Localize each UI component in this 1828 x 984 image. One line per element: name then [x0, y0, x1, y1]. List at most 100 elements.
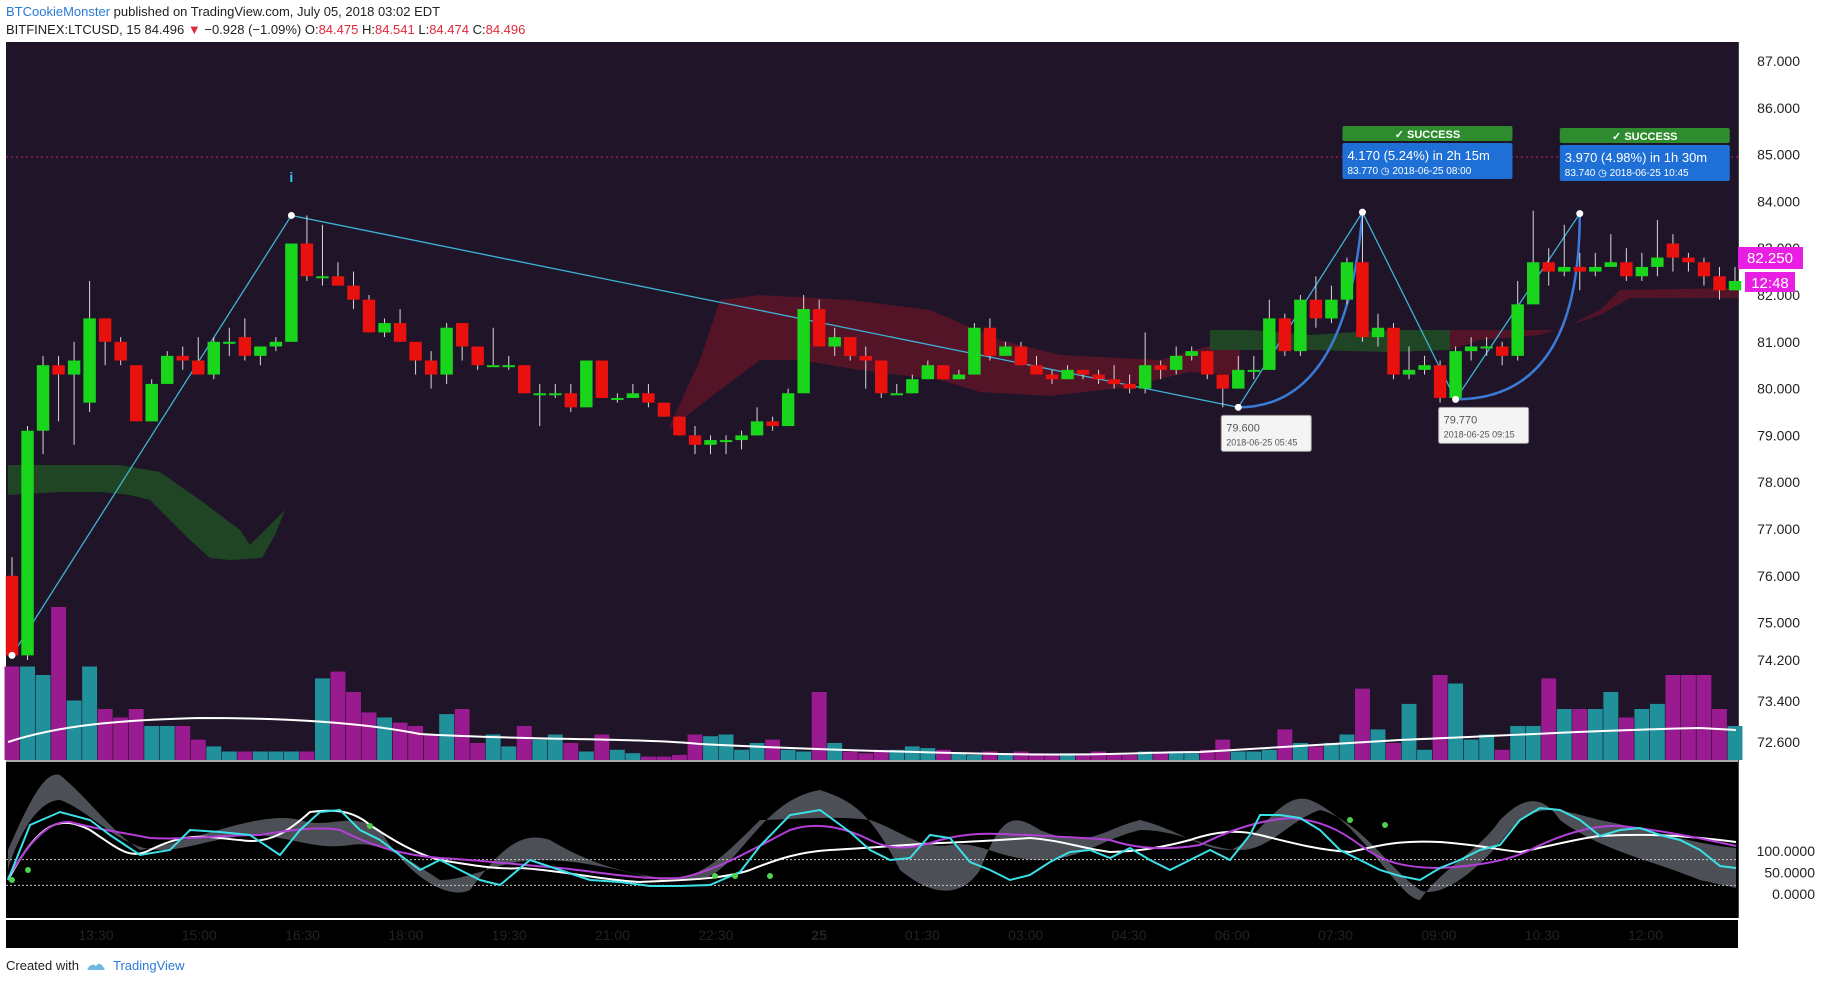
low-label: L: — [418, 22, 430, 37]
pivot-point-marker — [1234, 403, 1242, 411]
volume-bar — [1417, 749, 1433, 760]
candle-body — [1014, 346, 1028, 366]
candle-body — [176, 355, 189, 361]
volume-bar — [765, 739, 781, 760]
volume-bar — [82, 666, 98, 760]
candle-body — [52, 365, 65, 375]
time-axis-tick: 10:30 — [1525, 927, 1560, 943]
author-link[interactable]: BTCookieMonster — [6, 4, 111, 19]
volume-bar — [51, 607, 67, 760]
volume-bar — [687, 734, 703, 760]
measure-target-text-2: 83.740 ◷ 2018-06-25 10:45 — [1565, 168, 1689, 179]
time-axis-tick: 21:00 — [595, 927, 630, 943]
candle-body — [1123, 383, 1136, 389]
tradingview-link[interactable]: TradingView — [112, 958, 185, 973]
candle-body — [1651, 257, 1664, 267]
price-axis-tick: 84.000 — [1757, 193, 1800, 209]
candle-body — [657, 402, 671, 417]
candle-body — [1542, 262, 1555, 272]
candle-body — [362, 299, 376, 333]
volume-bar — [1712, 709, 1727, 760]
oscillator-axis-tick: 0.0000 — [1772, 886, 1815, 902]
volume-bar — [811, 692, 827, 760]
volume-bar — [935, 749, 951, 760]
volume-bar — [563, 743, 579, 760]
volume-bar — [128, 709, 144, 760]
candle-body — [611, 397, 624, 400]
candle-body — [704, 440, 717, 445]
volume-bar — [703, 736, 718, 760]
candle-body — [968, 327, 981, 375]
price-axis-tick: 74.200 — [1757, 652, 1800, 668]
candle-body — [455, 323, 469, 347]
price-axis-tick: 76.000 — [1757, 568, 1800, 584]
candle-body — [1526, 262, 1540, 305]
high-value: 84.541 — [374, 22, 415, 37]
pivot-point-marker — [1576, 210, 1584, 218]
price-axis-tick: 79.000 — [1757, 427, 1800, 443]
candle-body — [1604, 262, 1618, 267]
low-price-value-2: 79.770 — [1444, 414, 1478, 426]
volume-bar — [547, 734, 563, 760]
candle-body — [1247, 369, 1261, 372]
candle-body — [1495, 346, 1509, 356]
volume-bar — [159, 726, 175, 760]
oscillator-d-line — [7, 806, 1737, 887]
oscillator-cross-marker — [25, 867, 31, 873]
volume-bar — [1199, 749, 1215, 760]
volume-bar — [252, 751, 268, 760]
volume-bar — [454, 709, 470, 760]
volume-bar — [1448, 683, 1464, 760]
candle-body — [1263, 318, 1276, 370]
candle-body — [114, 341, 127, 361]
volume-bar — [858, 753, 874, 760]
volume-ma-line — [7, 716, 1737, 756]
current-price-tag — [1738, 247, 1803, 269]
volume-bar — [718, 734, 734, 760]
candle-body — [595, 360, 609, 398]
oscillator-axis-tick: 100.0000 — [1757, 843, 1816, 859]
candle-body — [1278, 318, 1292, 352]
oscillator-cross-marker — [1347, 817, 1353, 823]
candle-body — [5, 575, 19, 656]
success-label-1: ✓ SUCCESS — [1395, 129, 1460, 141]
candle-body — [1356, 262, 1369, 338]
candle-body — [1030, 365, 1043, 375]
volume-bar — [1339, 734, 1355, 760]
oscillator-cross-marker — [367, 823, 373, 829]
pivot-point-marker — [8, 651, 16, 659]
volume-bar — [35, 675, 51, 760]
candle-body — [735, 435, 748, 441]
candle-body — [1154, 365, 1167, 370]
candle-countdown-value: 12:48 — [1751, 275, 1789, 292]
candle-body — [533, 393, 546, 396]
volume-bar — [423, 734, 439, 760]
candle-body — [192, 360, 205, 375]
price-axis-tick: 86.000 — [1757, 100, 1800, 116]
oscillator-cross-marker — [712, 873, 718, 879]
volume-bar — [1230, 751, 1246, 760]
candle-body — [502, 365, 515, 368]
volume-bar — [1665, 675, 1681, 760]
candle-body — [719, 440, 733, 443]
time-axis-tick: 09:00 — [1421, 927, 1456, 943]
candle-body — [36, 365, 50, 431]
volume-bar — [1696, 675, 1712, 760]
price-axis-tick: 78.000 — [1757, 474, 1800, 490]
candle-body — [1433, 365, 1447, 398]
time-axis-tick: 16:30 — [285, 927, 320, 943]
rounded-bottom-arc-1 — [1238, 212, 1364, 409]
high-label: H: — [361, 22, 375, 37]
success-label-2: ✓ SUCCESS — [1612, 131, 1677, 143]
candle-body — [1589, 266, 1602, 272]
candle-body — [161, 355, 174, 384]
candle-body — [83, 318, 96, 403]
time-axis-tick: 25 — [811, 927, 827, 943]
volume-bar — [1292, 743, 1308, 760]
candle-body — [1713, 276, 1726, 291]
volume-bar — [1618, 717, 1634, 760]
success-badge-1 — [1342, 126, 1513, 141]
volume-bar — [190, 739, 206, 760]
volume-bar — [734, 749, 750, 760]
